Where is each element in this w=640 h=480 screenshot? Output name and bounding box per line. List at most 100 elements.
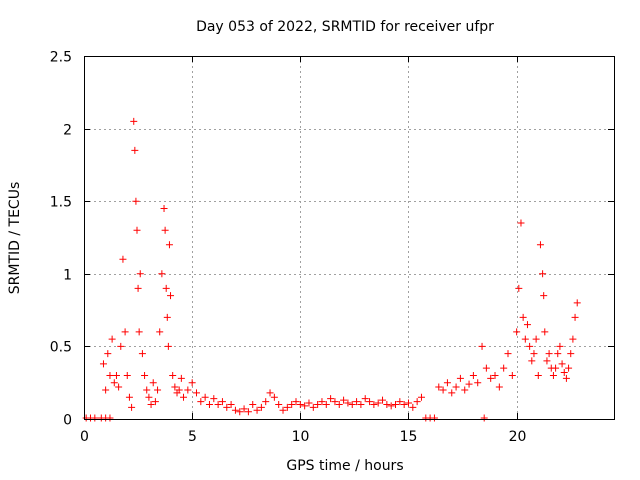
grid [84,56,614,419]
data-point [210,395,218,403]
data-point [573,299,581,307]
data-point [149,379,157,387]
data-point [400,400,408,408]
y-tick-label: 0.5 [50,340,72,356]
data-point [495,383,503,391]
data-point [115,383,123,391]
data-point [236,408,244,416]
data-point [318,398,326,406]
data-point [249,400,257,408]
data-point [240,405,248,413]
data-point [201,393,209,401]
data-point [430,414,438,422]
data-point [257,403,265,411]
data-point [141,371,149,379]
data-point [180,393,188,401]
y-tick-label: 2 [63,123,72,139]
data-point [275,400,283,408]
data-point [314,400,322,408]
x-tick-label: 15 [400,429,418,445]
data-point [379,396,387,404]
data-point [387,402,395,410]
data-point [413,398,421,406]
data-point [279,406,287,414]
data-point [556,342,564,350]
data-point [465,380,473,388]
data-point [435,383,443,391]
data-point [528,357,536,365]
data-point [353,398,361,406]
data-point [292,398,300,406]
data-point [175,386,183,394]
data-point [171,383,179,391]
data-point [562,374,570,382]
data-point [169,371,177,379]
data-point [500,364,508,372]
data-point [244,408,252,416]
data-point [530,350,538,358]
data-point [119,255,127,263]
data-point [164,342,172,350]
data-point [383,400,391,408]
data-point [504,350,512,358]
data-point [480,414,488,422]
data-point [567,350,575,358]
data-point [158,270,166,278]
data-point [515,284,523,292]
data-point [366,398,374,406]
data-point [266,389,274,397]
data-point [91,414,99,422]
data-point [487,374,495,382]
data-point [340,396,348,404]
data-point [526,342,534,350]
data-point [344,399,352,407]
data-point [560,369,568,377]
data-point [156,328,164,336]
data-point [106,414,114,422]
data-point [508,371,516,379]
data-point [110,379,118,387]
data-point [539,270,547,278]
data-point [99,360,107,368]
data-point [165,241,173,249]
y-axis-label: SRMTID / TECUs [7,182,23,295]
axis-ticks: 0 5 10 15 20 0 0.5 1 1.5 2 2.5 [50,50,614,445]
data-point [513,328,521,336]
y-tick-label: 0 [63,413,72,429]
data-point [474,379,482,387]
data-point [128,403,136,411]
data-point [125,393,133,401]
data-point [270,393,278,401]
data-point [523,321,531,329]
data-point [478,342,486,350]
data-point [327,395,335,403]
data-point [549,371,557,379]
data-point [519,313,527,321]
x-tick-label: 5 [188,429,197,445]
data-point [167,292,175,300]
data-point [145,393,153,401]
data-point [131,146,139,154]
data-point [160,204,168,212]
data-point [335,400,343,408]
data-point [536,241,544,249]
data-point [443,379,451,387]
data-point [301,402,309,410]
data-point [108,335,116,343]
data-point [188,379,196,387]
data-point [348,400,356,408]
data-point [456,374,464,382]
data-point [491,371,499,379]
data-point [521,335,529,343]
data-point [283,403,291,411]
data-point [161,226,169,234]
x-tick-label: 20 [509,429,527,445]
data-point [253,406,261,414]
data-point [143,386,151,394]
data-point [135,328,143,336]
data-point [482,364,490,372]
data-point [461,386,469,394]
data-point [147,400,155,408]
